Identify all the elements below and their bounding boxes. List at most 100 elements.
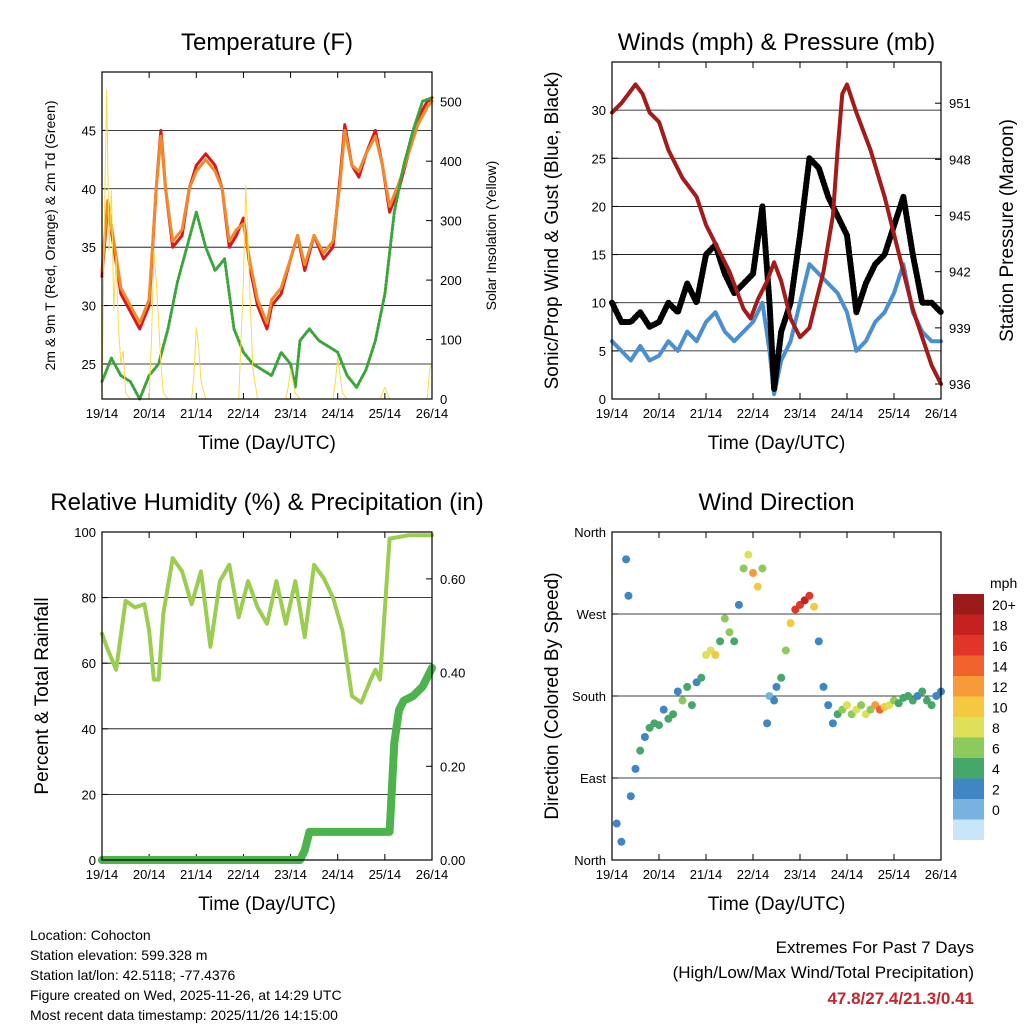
series-sonic-prop-wind bbox=[610, 262, 943, 397]
y-right-tick-label: 0.20 bbox=[440, 759, 465, 774]
x-tick-label: 21/14 bbox=[180, 406, 213, 421]
elevation-text: Station elevation: 599.328 m bbox=[30, 947, 208, 963]
colorbar-label: 10 bbox=[992, 700, 1008, 716]
plot-border bbox=[101, 531, 433, 861]
direction-point bbox=[622, 555, 631, 564]
x-tick-label: 26/14 bbox=[925, 867, 958, 882]
y-tick-label: 0 bbox=[599, 392, 606, 407]
x-axis-label: Time (Day/UTC) bbox=[708, 433, 846, 454]
direction-point bbox=[918, 687, 927, 696]
direction-point bbox=[669, 710, 678, 719]
colorbar-swatch bbox=[953, 799, 984, 820]
x-tick-label: 23/14 bbox=[274, 406, 307, 421]
x-tick-label: 20/14 bbox=[643, 867, 676, 882]
x-tick-label: 26/14 bbox=[416, 406, 449, 421]
x-tick-label: 20/14 bbox=[643, 406, 676, 421]
recent-text: Most recent data timestamp: 2025/11/26 1… bbox=[30, 1007, 338, 1023]
colorbar-swatch bbox=[953, 696, 984, 717]
y-right-tick-label: 0 bbox=[440, 392, 447, 407]
panel-winds: Winds (mph) & Pressure (mb) 0 5 10 15 20 25 30 9… bbox=[542, 29, 1018, 454]
created-text: Figure created on Wed, 2025-11-26, at 14… bbox=[30, 987, 342, 1003]
y-right-tick-label: 0.00 bbox=[440, 853, 465, 868]
direction-point bbox=[655, 721, 663, 730]
x-tick-label: 19/14 bbox=[86, 406, 119, 421]
extremes-title: Extremes For Past 7 Days bbox=[775, 938, 974, 957]
direction-point bbox=[758, 564, 767, 573]
series-9m-t bbox=[100, 99, 434, 325]
colorbar-label: 16 bbox=[992, 638, 1008, 654]
x-tick-label: 25/14 bbox=[369, 406, 402, 421]
x-tick-label: 23/14 bbox=[274, 867, 307, 882]
x-tick-label: 20/14 bbox=[133, 867, 166, 882]
direction-point bbox=[612, 819, 621, 828]
y-tick-label: 30 bbox=[82, 299, 96, 314]
direction-point bbox=[673, 687, 682, 696]
direction-point bbox=[814, 637, 823, 646]
colorbar-label: 18 bbox=[992, 618, 1008, 634]
y-right-tick-label: 400 bbox=[440, 154, 462, 169]
direction-point bbox=[624, 591, 633, 600]
chart-title: Wind Direction bbox=[698, 489, 854, 516]
x-tick-label: 24/14 bbox=[831, 867, 864, 882]
y-tick-label: 30 bbox=[592, 103, 606, 118]
x-tick-label: 26/14 bbox=[925, 406, 958, 421]
y-axis-label: Percent & Total Rainfall bbox=[32, 597, 53, 794]
x-tick-label: 22/14 bbox=[737, 406, 770, 421]
x-tick-label: 20/14 bbox=[133, 406, 166, 421]
x-tick-label: 21/14 bbox=[690, 406, 723, 421]
location-text: Location: Cohocton bbox=[30, 927, 151, 943]
direction-point bbox=[734, 600, 743, 609]
panel-wind_direction: Wind DirectionNorthEastSouthWestNorth19/… bbox=[542, 489, 1017, 915]
colorbar-swatch bbox=[953, 758, 984, 779]
y-tick-label: 80 bbox=[82, 591, 96, 606]
series-2m-td bbox=[100, 96, 434, 401]
y-right-tick-label: 200 bbox=[440, 273, 462, 288]
plot-border bbox=[611, 61, 942, 400]
direction-point bbox=[687, 701, 696, 710]
panel-temperature: Temperature (F) 25 30 35 40 45 0 100 200 300 400 50… bbox=[42, 29, 499, 454]
y-right-tick-label: 939 bbox=[949, 321, 971, 336]
direction-point bbox=[720, 614, 729, 623]
colorbar-swatch bbox=[953, 778, 984, 799]
x-tick-label: 21/14 bbox=[180, 867, 213, 882]
series-gust bbox=[609, 155, 944, 393]
panel-humidity: Relative Humidity (%) & Precipitation (i… bbox=[32, 489, 484, 915]
y-tick-label: 10 bbox=[592, 296, 606, 311]
colorbar-swatch bbox=[953, 676, 984, 697]
x-tick-label: 22/14 bbox=[737, 867, 770, 882]
y-right-tick-label: 948 bbox=[949, 152, 971, 167]
extremes-subtitle: (High/Low/Max Wind/Total Precipitation) bbox=[672, 963, 974, 982]
direction-point bbox=[739, 564, 748, 573]
latlon-text: Station lat/lon: 42.5118; -77.4376 bbox=[30, 967, 236, 983]
direction-point bbox=[843, 701, 851, 710]
direction-point bbox=[636, 746, 645, 755]
y-right-axis-label: Solar Insolation (Yellow) bbox=[483, 161, 499, 311]
y-tick-label: 45 bbox=[82, 123, 96, 138]
x-tick-label: 22/14 bbox=[227, 867, 260, 882]
extremes-value: 47.8/27.4/21.3/0.41 bbox=[827, 989, 974, 1008]
direction-point bbox=[770, 696, 779, 705]
colorbar-label: 12 bbox=[992, 679, 1008, 695]
y-tick-label: West bbox=[577, 607, 607, 622]
y-tick-label: 0 bbox=[89, 853, 96, 868]
x-axis-label: Time (Day/UTC) bbox=[198, 894, 336, 915]
y-right-tick-label: 936 bbox=[949, 377, 971, 392]
chart-title: Winds (mph) & Pressure (mb) bbox=[618, 29, 935, 56]
x-tick-label: 22/14 bbox=[227, 406, 260, 421]
series-precipitation bbox=[98, 663, 436, 864]
chart-title: Relative Humidity (%) & Precipitation (i… bbox=[50, 489, 483, 516]
colorbar-swatch bbox=[953, 819, 984, 840]
direction-point bbox=[857, 701, 866, 710]
colorbar-swatch bbox=[953, 635, 984, 656]
series-station-pressure bbox=[610, 82, 943, 386]
x-tick-label: 23/14 bbox=[784, 867, 817, 882]
direction-point bbox=[824, 701, 833, 710]
y-tick-label: North bbox=[574, 853, 606, 868]
y-tick-label: 20 bbox=[82, 787, 96, 802]
colorbar-label: 2 bbox=[992, 782, 1000, 798]
colorbar-swatch bbox=[953, 737, 984, 758]
y-tick-label: North bbox=[574, 525, 606, 540]
x-tick-label: 24/14 bbox=[321, 406, 354, 421]
direction-point bbox=[683, 682, 692, 691]
direction-point bbox=[786, 619, 795, 628]
